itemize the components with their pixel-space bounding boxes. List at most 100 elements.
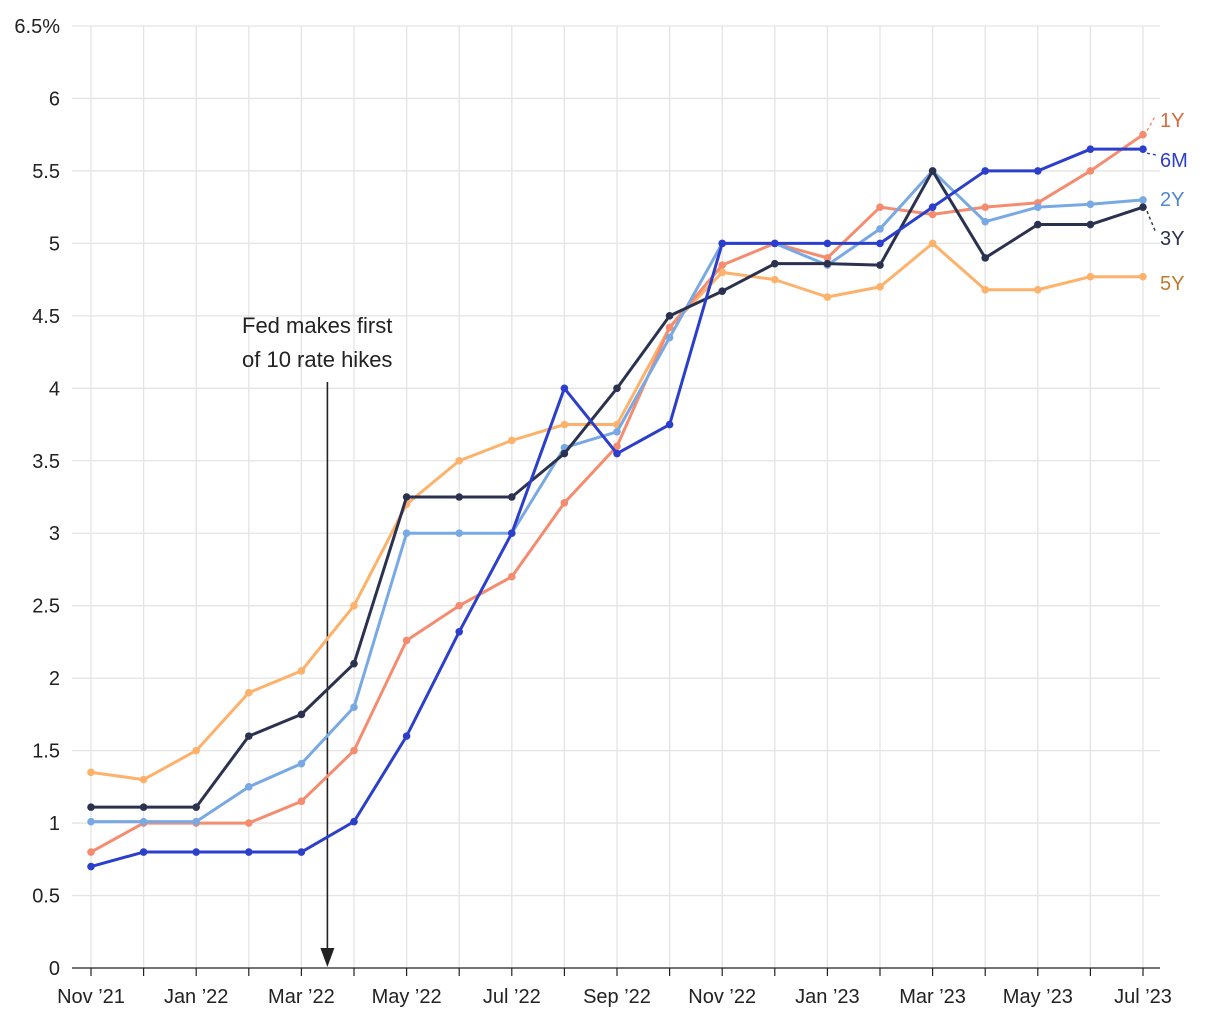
data-point-2Y (1086, 200, 1095, 209)
series-label-leader-6M (1146, 152, 1157, 156)
data-point-3Y (1086, 220, 1095, 229)
x-axis-ticks: Nov ’21 Jan ’22 Mar ’22 May ’22 Jul ’22 Sep ’… (57, 968, 1172, 1008)
series-3Y (87, 167, 1147, 811)
data-point-2Y (665, 333, 674, 342)
data-point-3Y (560, 449, 569, 458)
data-point-1Y (350, 746, 358, 755)
data-point-3Y (402, 493, 411, 501)
data-point-3Y (823, 259, 832, 268)
data-point-6M (560, 384, 569, 393)
y-tick-label: 5 (49, 233, 60, 255)
data-point-6M (718, 239, 726, 248)
y-tick-label: 3.5 (32, 451, 60, 473)
data-point-3Y (455, 493, 464, 501)
x-tick-label: May ’22 (372, 986, 442, 1008)
data-point-6M (613, 449, 621, 458)
data-point-3Y (718, 287, 726, 296)
data-point-3Y (771, 259, 779, 268)
annotation-text-line1: Fed makes first (242, 313, 392, 338)
series-label-3Y: 3Y (1160, 228, 1184, 250)
y-tick-label: 1.5 (32, 741, 60, 763)
data-point-3Y (508, 493, 516, 501)
data-point-6M (1139, 145, 1147, 153)
data-point-2Y (455, 529, 464, 538)
data-point-3Y (1139, 203, 1147, 211)
data-point-5Y (350, 601, 358, 610)
data-point-1Y (876, 203, 884, 211)
data-point-3Y (665, 312, 674, 320)
data-point-1Y (665, 323, 674, 332)
x-tick-label: Mar ’22 (268, 986, 335, 1008)
x-tick-label: Jan ’22 (164, 986, 229, 1008)
data-point-2Y (1034, 203, 1042, 211)
data-point-3Y (87, 803, 95, 811)
data-point-2Y (245, 783, 253, 791)
data-point-6M (1034, 167, 1042, 175)
data-point-5Y (1034, 285, 1042, 294)
series-label-6M: 6M (1160, 150, 1188, 172)
data-point-2Y (297, 759, 306, 768)
data-point-2Y (402, 529, 411, 538)
series-label-1Y: 1Y (1160, 110, 1184, 132)
data-point-6M (245, 848, 253, 856)
y-tick-label: 2 (49, 668, 60, 690)
data-point-6M (876, 239, 884, 248)
data-point-3Y (139, 803, 148, 811)
data-point-1Y (1139, 130, 1147, 139)
data-point-6M (665, 420, 674, 429)
series-label-5Y: 5Y (1160, 273, 1184, 295)
data-point-3Y (192, 803, 200, 811)
data-point-3Y (1034, 220, 1042, 229)
y-tick-label: 0.5 (32, 886, 60, 908)
data-point-2Y (1139, 196, 1147, 204)
data-point-5Y (1139, 272, 1147, 281)
data-point-1Y (981, 203, 989, 211)
data-point-6M (928, 203, 937, 211)
data-point-5Y (823, 293, 832, 301)
series-group (87, 130, 1147, 871)
annotation-text-line2: of 10 rate hikes (242, 347, 392, 372)
grid (72, 25, 1160, 968)
y-tick-label: 4 (49, 378, 60, 400)
data-point-6M (508, 529, 516, 538)
data-point-3Y (350, 659, 358, 668)
y-tick-label: 3 (49, 523, 60, 545)
data-point-1Y (402, 636, 411, 645)
data-point-5Y (928, 239, 937, 248)
series-label-leader-1Y (1146, 114, 1157, 132)
data-point-2Y (192, 817, 200, 826)
data-point-6M (350, 817, 358, 826)
data-point-2Y (87, 817, 95, 826)
data-point-1Y (718, 261, 726, 269)
data-point-1Y (455, 601, 464, 610)
data-point-3Y (613, 384, 621, 393)
data-point-6M (1086, 145, 1095, 153)
data-point-6M (139, 848, 148, 856)
x-tick-label: Jul ’23 (1114, 986, 1172, 1008)
y-tick-label: 4.5 (32, 306, 60, 328)
data-point-6M (981, 167, 989, 175)
data-point-5Y (1086, 272, 1095, 281)
x-tick-label: Jul ’22 (483, 986, 541, 1008)
data-point-2Y (350, 703, 358, 711)
data-point-5Y (455, 456, 464, 465)
series-1Y (87, 130, 1147, 856)
data-point-5Y (508, 436, 516, 445)
data-point-1Y (508, 572, 516, 581)
data-point-5Y (297, 667, 306, 675)
y-tick-label: 5.5 (32, 161, 60, 183)
y-axis-ticks: 0 0.5 1 1.5 2 2.5 3 3.5 4 4.5 5 5.5 6 6.5% (14, 16, 60, 980)
series-labels: 5Y 1Y 2Y 3Y 6M (1146, 110, 1188, 295)
series-6M (87, 145, 1147, 871)
fed-hike-annotation: Fed makes first of 10 rate hikes (242, 313, 392, 967)
data-point-1Y (87, 848, 95, 856)
data-point-3Y (876, 261, 884, 269)
data-point-3Y (297, 710, 306, 719)
data-point-2Y (613, 427, 621, 436)
data-point-5Y (87, 768, 95, 777)
data-point-5Y (245, 688, 253, 697)
data-point-1Y (613, 442, 621, 451)
y-tick-label: 6.5% (14, 16, 60, 38)
data-point-5Y (139, 775, 148, 784)
